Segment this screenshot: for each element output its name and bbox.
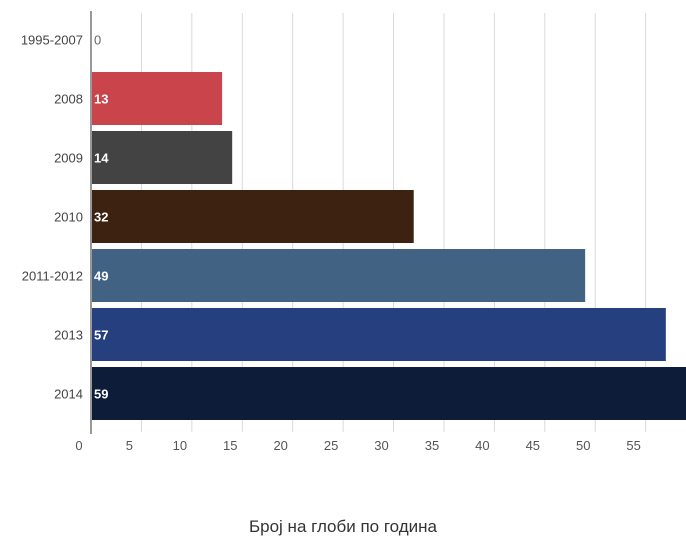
x-tick-label: 25: [324, 438, 338, 453]
data-label: 49: [94, 269, 108, 284]
x-tick-label: 50: [576, 438, 590, 453]
x-tick-label: 5: [126, 438, 133, 453]
x-tick-label: 55: [626, 438, 640, 453]
data-label: 57: [94, 328, 108, 343]
bar: [91, 190, 414, 243]
x-tick-label: 40: [475, 438, 489, 453]
x-tick-label: 35: [425, 438, 439, 453]
bars: [91, 72, 686, 420]
bar: [91, 72, 223, 125]
data-label: 14: [94, 151, 109, 166]
x-tick-label: 10: [173, 438, 187, 453]
category-label: 2013: [54, 328, 83, 343]
bar: [91, 367, 686, 420]
category-label: 2009: [54, 151, 83, 166]
x-tick-label: 20: [273, 438, 287, 453]
category-label: 2008: [54, 92, 83, 107]
bar: [91, 308, 666, 361]
category-label: 1995-2007: [21, 33, 83, 48]
bar: [91, 131, 233, 184]
x-tick-label: 30: [374, 438, 388, 453]
data-label: 32: [94, 210, 108, 225]
category-label: 2011-2012: [22, 269, 83, 284]
data-label: 59: [94, 387, 108, 402]
chart-caption: Број на глоби по година: [248, 517, 438, 536]
x-tick-label: 15: [223, 438, 237, 453]
bar: [91, 249, 586, 302]
x-tick-label: 45: [526, 438, 540, 453]
data-label: 0: [94, 33, 101, 48]
data-label: 13: [94, 92, 108, 107]
labels: 0 5 10 15 20 25 30 35 40 45 50 55 1995-2007 0 2008 13 20…: [21, 33, 641, 454]
x-tick-label: 0: [75, 438, 82, 453]
category-label: 2014: [54, 387, 83, 402]
category-label: 2010: [54, 210, 83, 225]
